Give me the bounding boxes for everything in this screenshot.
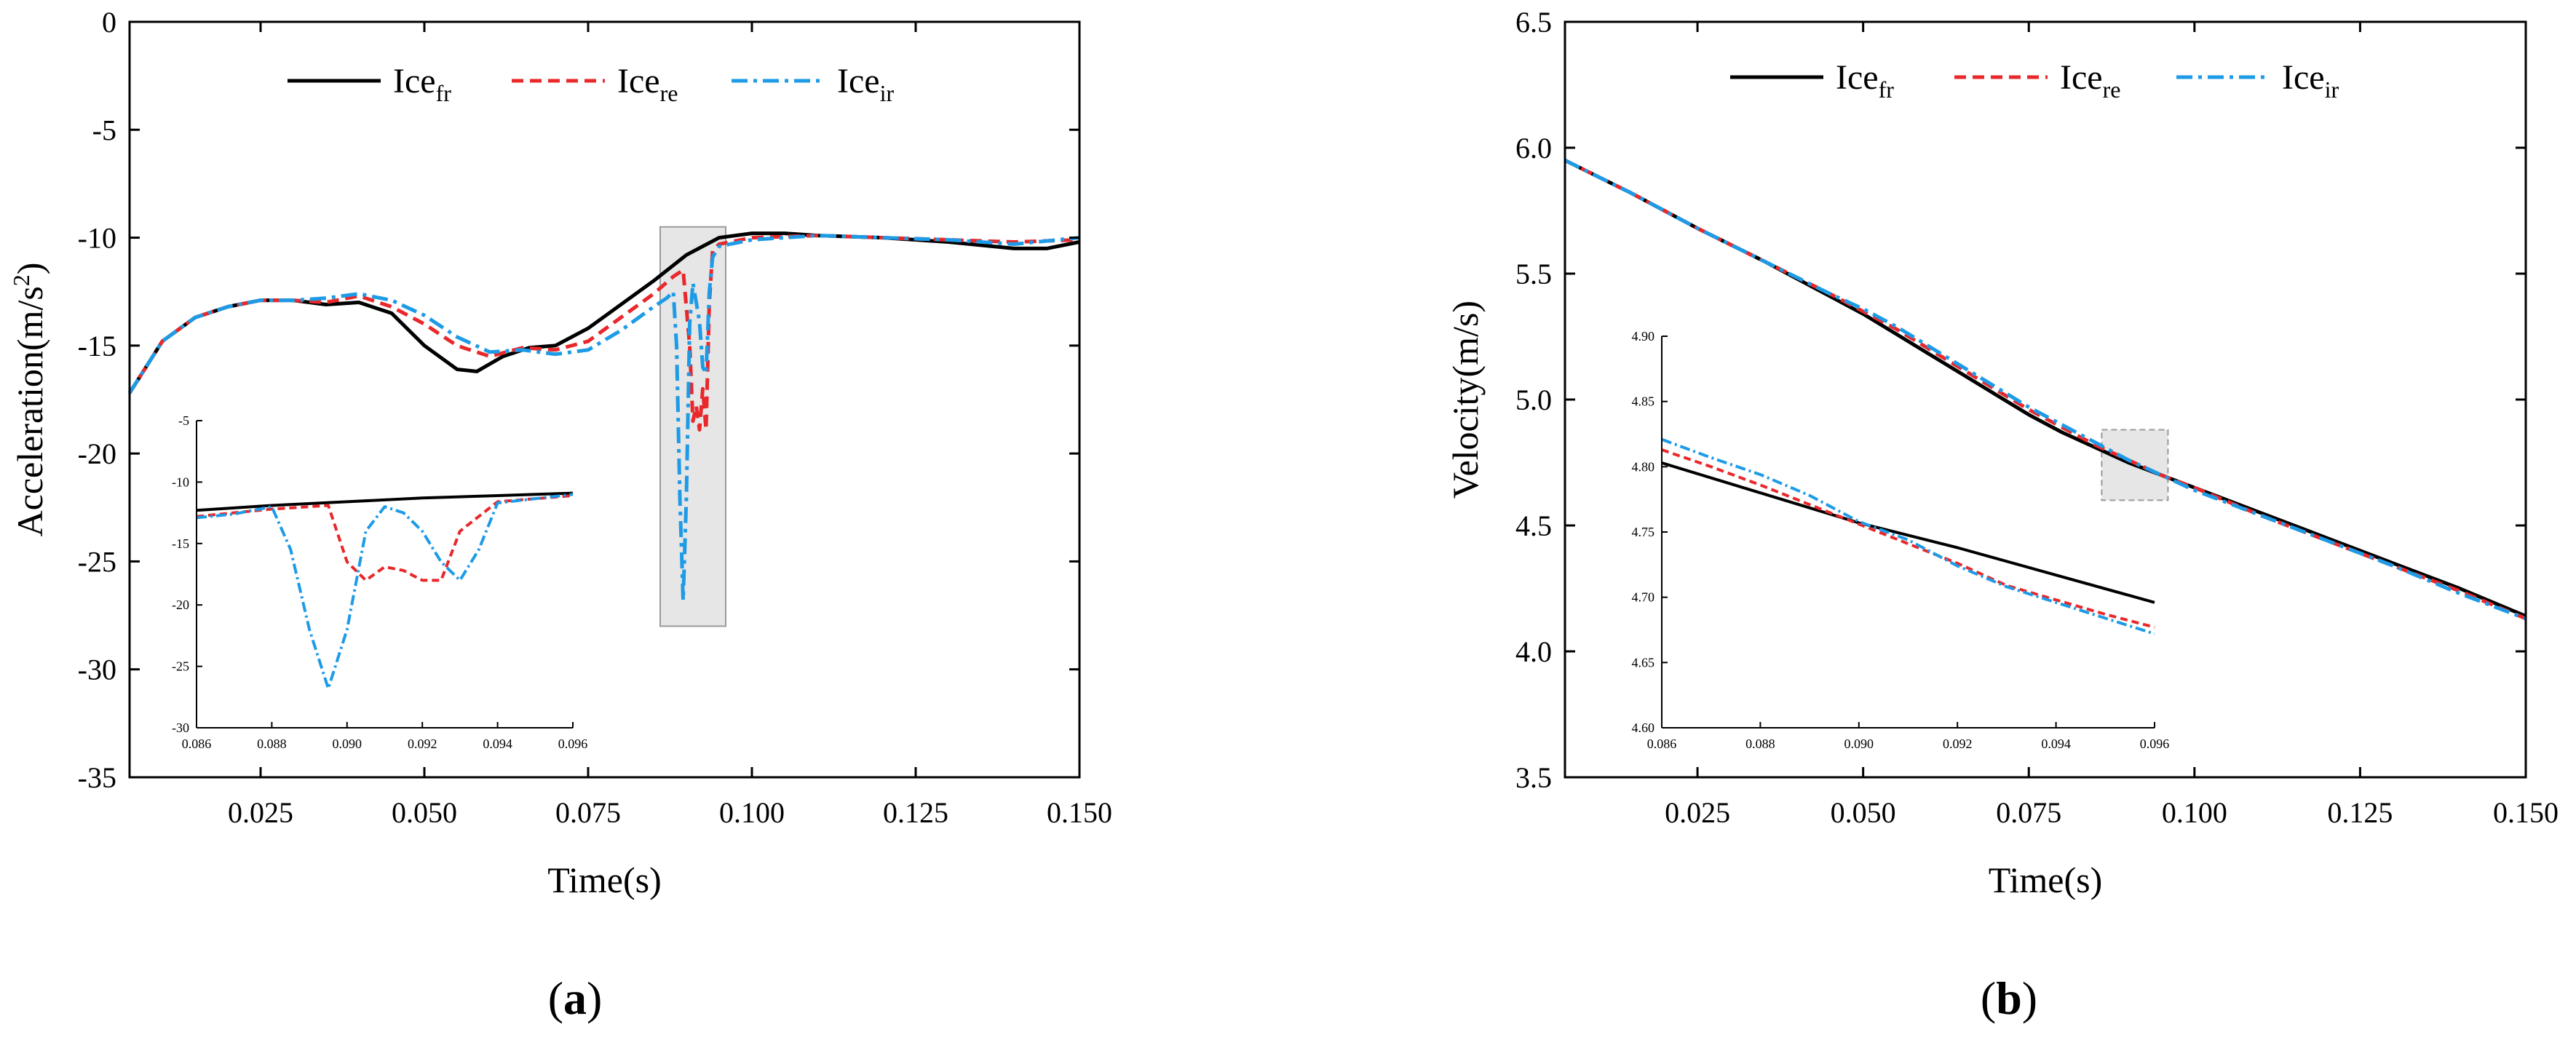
x-axis-label: Time(s) [1989,860,2103,900]
x-tick-label: 0.050 [1831,796,1896,829]
inset-y-tick-label: 4.80 [1632,459,1655,474]
inset-y-tick-label: 4.75 [1632,525,1655,539]
y-tick-label: 6.0 [1515,132,1552,164]
legend-entry-ir: Iceir [732,62,894,106]
x-tick-label: 0.075 [1996,796,2061,829]
plot-frame [128,20,1081,779]
y-tick-label: 4.0 [1515,635,1552,668]
inset-x-tick-label: 0.092 [408,737,437,751]
legend-entry-fr: Icefr [288,62,451,106]
inset-x-tick-label: 0.090 [333,737,362,751]
inset-y-tick-label: -5 [178,413,189,428]
y-axis-label: Acceleration(m/s2) [8,263,50,537]
inset-x-tick-label: 0.086 [1647,737,1677,751]
inset-series-line-ir [1661,437,2155,635]
x-tick-label: 0.150 [2493,796,2559,829]
inset-y-tick-label: 4.60 [1632,720,1655,735]
y-tick-label: -10 [78,222,116,255]
y-tick-label: -5 [92,114,116,146]
inset-series-line-fr [196,491,574,512]
subfigure-label-a: (a) [548,972,603,1024]
series-line-re [1564,159,2527,621]
legend-entry-ir: Iceir [2176,58,2339,103]
series-line-ir [127,234,1080,603]
legend-label-ir: Iceir [2282,58,2339,103]
legend-label-fr: Icefr [1836,58,1894,103]
legend-label-fr: Icefr [393,62,451,106]
y-tick-label: -20 [78,437,116,470]
inset-y-tick-label: 4.90 [1632,329,1655,344]
series-line-ir [1564,159,2527,621]
inset-x-tick-label: 0.086 [182,737,212,751]
legend-entry-re: Icere [512,62,678,106]
x-tick-label: 0.100 [719,796,785,829]
y-tick-label: 6.5 [1515,6,1552,39]
x-axis-label: Time(s) [547,860,662,900]
x-tick-label: 0.050 [392,796,457,829]
y-tick-label: 5.0 [1515,384,1552,416]
inset-series-line-fr [1661,461,2155,604]
inset-y-tick-label: -15 [172,536,189,551]
inset-series-line-re [196,494,574,582]
x-tick-label: 0.150 [1047,796,1112,829]
y-tick-label: 3.5 [1515,761,1552,794]
inset-x-tick-label: 0.096 [558,737,588,751]
y-tick-label: 0 [102,6,116,39]
legend-entry-fr: Icefr [1730,58,1894,103]
legend-label-re: Icere [617,62,678,106]
series-line-re [127,234,1080,432]
legend-entry-re: Icere [1954,58,2120,103]
inset-x-tick-label: 0.096 [2140,737,2170,751]
inset-x-tick-label: 0.088 [257,737,287,751]
y-tick-label: -25 [78,545,116,578]
inset-x-tick-label: 0.094 [483,737,512,751]
inset-x-tick-label: 0.092 [1943,737,1973,751]
x-tick-label: 0.125 [883,796,948,829]
inset-series-line-ir [196,493,574,690]
inset-y-tick-label: -20 [172,598,189,612]
y-tick-label: -30 [78,654,116,686]
y-axis-label: Velocity(m/s) [1445,301,1486,499]
inset-series-line-re [1661,448,2155,629]
inset-y-tick-label: 4.85 [1632,394,1655,409]
inset-chart: 0.086 0.088 0.090 0.092 0.094 0.096 4.90 4.85 4.… [1632,329,2170,751]
inset-x-tick-label: 0.094 [2041,737,2071,751]
x-tick-label: 0.025 [228,796,293,829]
series-line-fr [127,231,1080,394]
inset-chart: 0.086 0.088 0.090 0.092 0.094 0.096 -5 -10 -15 -2… [172,413,587,751]
inset-y-tick-label: -25 [172,659,189,674]
inset-x-tick-label: 0.088 [1745,737,1775,751]
y-tick-label: -35 [78,761,116,794]
series-line-fr [1564,159,2527,618]
x-tick-label: 0.025 [1665,796,1730,829]
x-tick-label: 0.100 [2162,796,2227,829]
x-tick-label: 0.125 [2327,796,2393,829]
x-tick-label: 0.075 [555,796,621,829]
inset-y-tick-label: 4.70 [1632,590,1655,605]
legend-label-re: Icere [2060,58,2120,103]
inset-y-tick-label: -30 [172,720,189,735]
inset-x-tick-label: 0.090 [1844,737,1874,751]
legend-label-ir: Iceir [837,62,894,106]
subfigure-label-b: (b) [1981,972,2037,1024]
chart-panel-b: 0.025 0.050 0.075 0.100 0.125 0.150 6.5 6.0 5.5 5… [1445,6,2559,900]
y-tick-label: -15 [78,330,116,362]
plot-frame [1564,20,2527,779]
inset-y-tick-label: -10 [172,475,189,489]
y-tick-label: 5.5 [1515,258,1552,290]
y-tick-label: 4.5 [1515,509,1552,542]
inset-y-tick-label: 4.65 [1632,655,1655,670]
chart-panel-a: 0.025 0.050 0.075 0.100 0.125 0.150 0 -5 -10 -15 -… [8,6,1112,900]
